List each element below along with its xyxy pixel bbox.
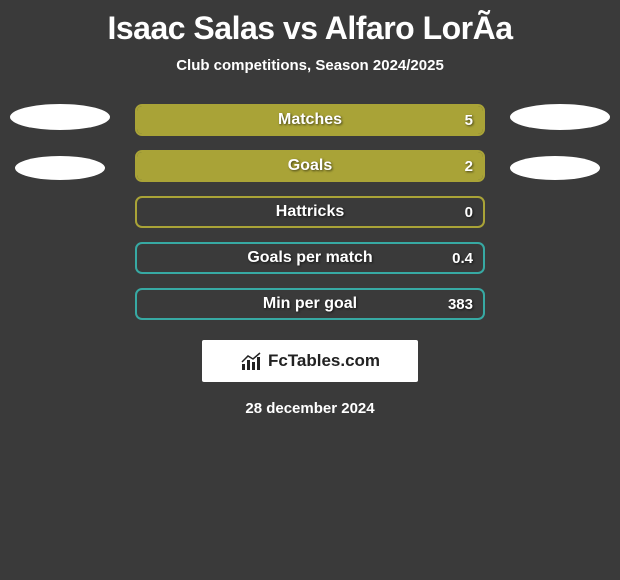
bar-label: Min per goal [263,295,357,313]
ellipse-decoration [510,156,600,180]
bar-label: Hattricks [276,203,344,221]
bar-label: Goals [288,157,332,175]
stat-bar-goals: Goals 2 [135,150,485,182]
stat-bar-matches: Matches 5 [135,104,485,136]
right-decoration [510,104,610,206]
bar-value: 383 [448,296,473,313]
chart-icon [240,352,262,370]
bar-value: 2 [465,158,473,175]
ellipse-decoration [15,156,105,180]
date-label: 28 december 2024 [245,400,374,417]
left-decoration [10,104,110,206]
bar-value: 5 [465,112,473,129]
stat-bar-min-per-goal: Min per goal 383 [135,288,485,320]
logo-text: FcTables.com [268,351,380,371]
stat-bar-goals-per-match: Goals per match 0.4 [135,242,485,274]
bar-label: Goals per match [247,249,372,267]
stats-area: Matches 5 Goals 2 Hattricks 0 Goals per … [0,104,620,320]
subtitle: Club competitions, Season 2024/2025 [176,57,444,74]
stat-bars: Matches 5 Goals 2 Hattricks 0 Goals per … [135,104,485,320]
bar-value: 0.4 [452,250,473,267]
bar-label: Matches [278,111,342,129]
ellipse-decoration [10,104,110,130]
stat-bar-hattricks: Hattricks 0 [135,196,485,228]
logo-box: FcTables.com [202,340,418,382]
stats-container: Isaac Salas vs Alfaro LorÃ­a Club compet… [0,0,620,427]
page-title: Isaac Salas vs Alfaro LorÃ­a [107,10,512,47]
ellipse-decoration [510,104,610,130]
bar-value: 0 [465,204,473,221]
